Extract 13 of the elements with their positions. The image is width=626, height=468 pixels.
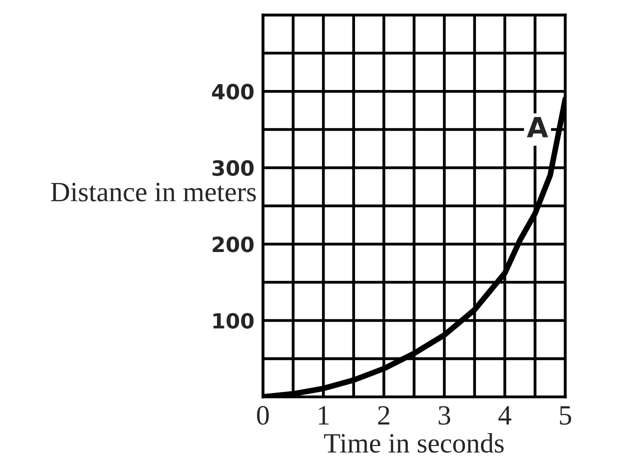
y-axis-title: Distance in meters [50,182,256,202]
x-tick-label: 1 [318,406,329,424]
series-label: A [526,116,548,138]
x-axis-title: Time in seconds [324,433,504,453]
x-tick-label: 2 [378,406,390,424]
y-tick-label: 200 [212,236,254,252]
y-tick-label: 100 [213,312,254,329]
x-tick-label: 3 [438,406,450,425]
x-tick-label: 4 [498,406,512,424]
x-tick-label: 5 [560,406,572,425]
y-tick-label: 300 [212,160,254,176]
x-tick-label: 0 [257,406,269,425]
y-tick-label: 400 [212,84,254,100]
